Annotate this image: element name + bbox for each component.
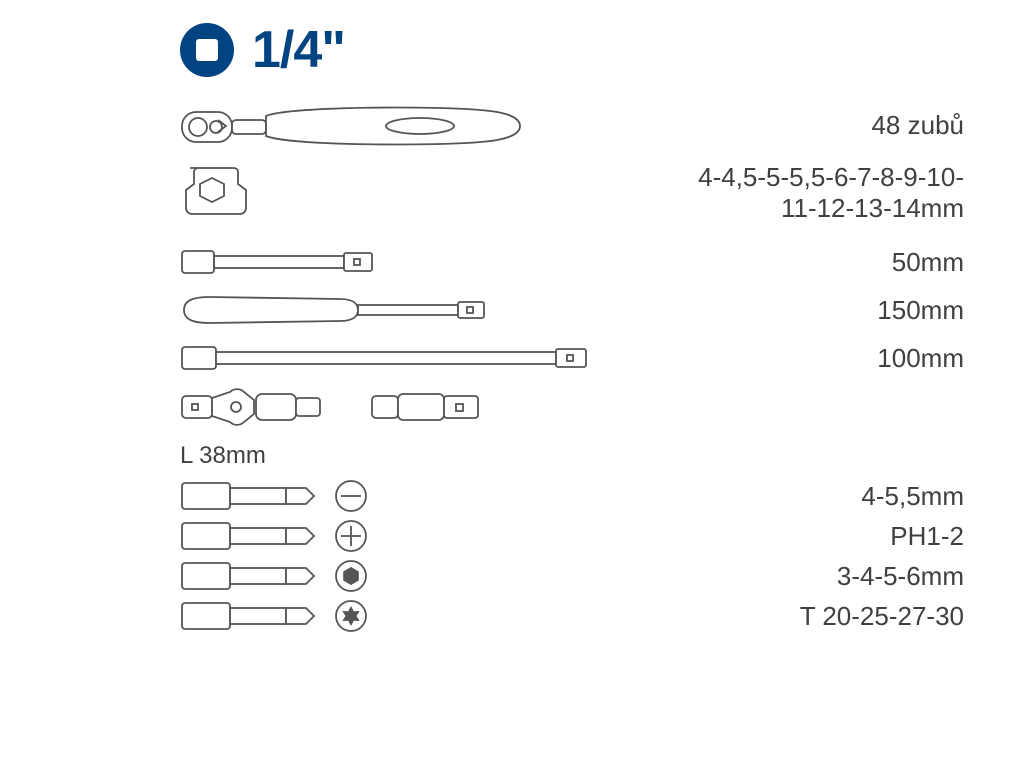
extension-bar-icon [180, 247, 600, 277]
ratchet-label: 48 zubů [871, 110, 964, 141]
bit-row-ph: PH1-2 [180, 516, 964, 556]
item-row-ext100: 100mm [180, 338, 964, 378]
item-row-sockets: 4-4,5-5-5,5-6-7-8-9-10- 11-12-13-14mm [180, 162, 964, 224]
bit-label-torx: T 20-25-27-30 [800, 601, 964, 632]
bit-row-torx: T 20-25-27-30 [180, 596, 964, 636]
ext100-label: 100mm [877, 343, 964, 374]
bit-label-ph: PH1-2 [890, 521, 964, 552]
bit-socket-icon [180, 479, 320, 513]
socket-icon [180, 162, 600, 218]
ext50-label: 50mm [892, 247, 964, 278]
drive-size-label: 1/4" [252, 20, 345, 80]
bit-row-flat: 4-5,5mm [180, 476, 964, 516]
bit-socket-icon [180, 599, 320, 633]
extension-bar-long-icon [180, 343, 600, 373]
phillips-tip-icon [334, 519, 368, 553]
bit-socket-icon [180, 519, 320, 553]
item-row-ratchet: 48 zubů [180, 98, 964, 154]
bits-section-header: L 38mm [180, 442, 964, 470]
slot-tip-icon [334, 479, 368, 513]
item-row-ext50: 50mm [180, 242, 964, 282]
spinner-handle-icon [180, 293, 600, 327]
item-row-spinner: 150mm [180, 290, 964, 330]
bit-row-hex: 3-4-5-6mm [180, 556, 964, 596]
bit-label-hex: 3-4-5-6mm [837, 561, 964, 592]
bit-label-flat: 4-5,5mm [861, 481, 964, 512]
universal-joint-icon [180, 386, 600, 428]
bits-list: 4-5,5mm PH1-2 3-4-5-6mm [180, 476, 964, 636]
drive-badge-icon [180, 23, 234, 77]
hex-tip-icon [334, 559, 368, 593]
ratchet-icon [180, 98, 600, 154]
item-row-ujoint [180, 386, 964, 428]
bit-socket-icon [180, 559, 320, 593]
spinner-label: 150mm [877, 295, 964, 326]
header: 1/4" [180, 20, 964, 80]
torx-tip-icon [334, 599, 368, 633]
sockets-label: 4-4,5-5-5,5-6-7-8-9-10- 11-12-13-14mm [698, 162, 964, 224]
